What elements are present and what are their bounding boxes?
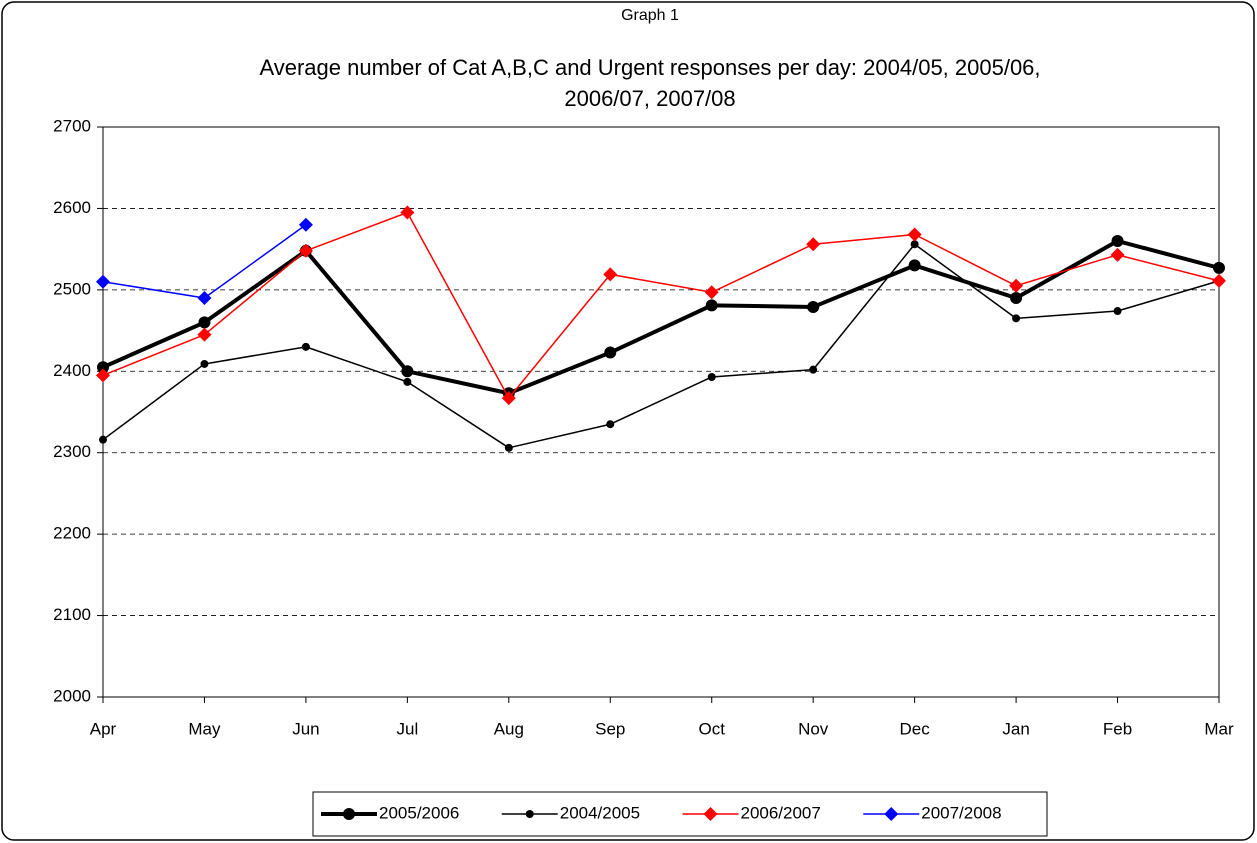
- point: [504, 443, 513, 452]
- series: [96, 205, 1226, 406]
- point: [1009, 278, 1024, 293]
- y-tick-label: 2700: [53, 116, 91, 135]
- point: [704, 285, 719, 300]
- x-tick-label: Apr: [90, 719, 117, 738]
- point: [807, 300, 820, 313]
- chart-subtitle: Average number of Cat A,B,C and Urgent r…: [259, 55, 1040, 80]
- point: [197, 291, 212, 305]
- point: [1212, 273, 1226, 288]
- point: [501, 391, 516, 406]
- point: [908, 259, 921, 272]
- point: [96, 274, 110, 289]
- point: [1110, 247, 1125, 262]
- point: [910, 240, 919, 249]
- x-tick-label: Oct: [699, 719, 726, 738]
- chart-subtitle: 2006/07, 2007/08: [564, 86, 735, 111]
- point: [99, 435, 107, 444]
- point: [809, 365, 818, 374]
- legend-label: 2006/2007: [740, 803, 820, 822]
- point: [1111, 235, 1124, 247]
- x-tick-label: Sep: [595, 719, 625, 738]
- point: [403, 377, 412, 386]
- point: [343, 808, 355, 820]
- legend-label: 2004/2005: [560, 803, 640, 822]
- point: [1012, 314, 1021, 323]
- point: [1010, 292, 1023, 304]
- y-tick-label: 2600: [53, 198, 91, 217]
- x-tick-label: Mar: [1204, 719, 1234, 738]
- legend-label: 2007/2008: [921, 803, 1001, 822]
- series: [97, 235, 1225, 400]
- point: [884, 807, 899, 821]
- point: [200, 359, 209, 368]
- point: [705, 299, 718, 312]
- point: [298, 217, 313, 232]
- series: [96, 217, 313, 305]
- y-tick-label: 2100: [53, 605, 91, 624]
- x-tick-label: Jul: [396, 719, 418, 738]
- y-tick-label: 2000: [53, 686, 91, 705]
- point: [301, 342, 310, 351]
- legend: [312, 791, 1048, 837]
- x-tick-label: May: [188, 719, 221, 738]
- series-line: [102, 243, 1220, 449]
- point: [1113, 307, 1122, 316]
- y-tick-label: 2400: [53, 361, 91, 380]
- point: [1213, 261, 1225, 274]
- point: [525, 810, 534, 818]
- point: [400, 205, 415, 220]
- point: [96, 368, 110, 383]
- x-tick-label: Feb: [1103, 719, 1132, 738]
- x-tick-label: Jun: [292, 719, 319, 738]
- legend-label: 2005/2006: [379, 803, 459, 822]
- y-tick-label: 2200: [53, 524, 91, 543]
- chart-title: Graph 1: [621, 7, 679, 24]
- point: [401, 365, 414, 378]
- point: [298, 243, 313, 258]
- point: [606, 420, 615, 429]
- y-tick-label: 2500: [53, 279, 91, 298]
- point: [97, 361, 109, 374]
- x-tick-label: Aug: [494, 719, 524, 738]
- y-tick-label: 2300: [53, 442, 91, 461]
- point: [707, 372, 716, 381]
- point: [806, 237, 821, 252]
- point: [703, 807, 718, 821]
- point: [603, 267, 618, 282]
- point: [907, 227, 922, 242]
- point: [198, 316, 211, 329]
- x-tick-label: Nov: [798, 719, 829, 738]
- x-tick-label: Dec: [900, 719, 931, 738]
- point: [604, 346, 617, 359]
- point: [197, 327, 212, 342]
- series-line: [102, 239, 1220, 396]
- plot-area: [102, 126, 1220, 698]
- x-tick-label: Jan: [1002, 719, 1029, 738]
- series-line: [102, 211, 1220, 399]
